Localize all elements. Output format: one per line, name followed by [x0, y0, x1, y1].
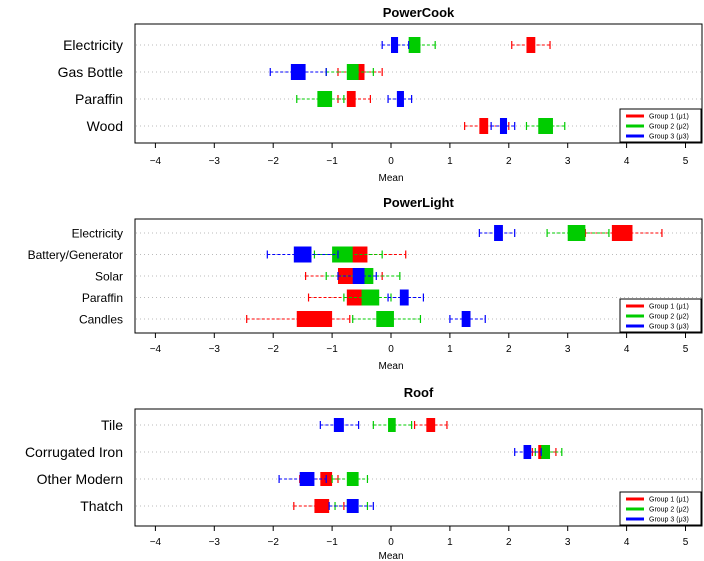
- chart0-box-g2: [346, 64, 359, 80]
- chart2-x-tick-label: 2: [506, 537, 512, 548]
- chart2-box-g2: [346, 472, 359, 486]
- chart1-category-label: Solar: [95, 269, 123, 283]
- chart0-title: PowerCook: [383, 5, 455, 20]
- chart0-box-g3: [499, 118, 508, 134]
- chart2-x-tick-label: 4: [624, 537, 630, 548]
- chart1-x-tick-label: 5: [683, 344, 689, 355]
- chart2-box-g3: [299, 472, 315, 486]
- chart1-x-tick-label: −1: [326, 344, 338, 355]
- chart0-x-tick-label: 5: [683, 156, 689, 167]
- chart2-category-label: Corrugated Iron: [25, 444, 123, 460]
- chart0-box-g1: [355, 64, 365, 80]
- chart2-plot-frame: [134, 408, 703, 527]
- chart2-box-g3: [333, 418, 344, 432]
- chart0-category-label: Gas Bottle: [58, 64, 124, 80]
- chart0-box-g2: [317, 91, 333, 107]
- chart1-legend-label-g1: Group 1 (μ1): [649, 304, 689, 311]
- chart2-box-g2: [388, 418, 396, 432]
- chart2-x-tick-label: −1: [326, 537, 338, 548]
- chart0-box-g3: [391, 37, 399, 53]
- chart0-x-tick-label: 3: [565, 156, 571, 167]
- chart0-category-label: Wood: [87, 118, 123, 134]
- chart2-x-tick-label: 5: [683, 537, 689, 548]
- chart0-x-axis-label: Mean: [378, 173, 403, 184]
- chart1-category-label: Candles: [79, 312, 123, 326]
- chart2-category-label: Tile: [101, 417, 123, 433]
- chart2-x-tick-label: −3: [209, 537, 221, 548]
- chart2-x-tick-label: 3: [565, 537, 571, 548]
- chart0-box-g1: [479, 118, 489, 134]
- chart0-x-tick-label: 1: [447, 156, 453, 167]
- chart0-legend-label-g2: Group 2 (μ2): [649, 124, 689, 131]
- chart2-legend-label-g1: Group 1 (μ1): [649, 497, 689, 504]
- chart1-box-g2: [567, 225, 586, 241]
- chart1-x-tick-label: −2: [267, 344, 279, 355]
- chart1-box-g3: [293, 246, 312, 263]
- chart1-box-g2: [332, 246, 353, 263]
- chart0-legend-label-g3: Group 3 (μ3): [649, 134, 689, 141]
- chart2-box-g2: [541, 445, 551, 459]
- chart0-x-tick-label: −2: [267, 156, 279, 167]
- chart2-x-tick-label: 1: [447, 537, 453, 548]
- chart1-title: PowerLight: [383, 195, 454, 210]
- chart1-category-label: Electricity: [72, 226, 123, 240]
- chart0-box-g1: [346, 91, 356, 107]
- chart0-category-label: Electricity: [63, 37, 123, 53]
- chart1-box-g3: [352, 268, 365, 284]
- chart1-x-tick-label: 4: [624, 344, 630, 355]
- chart0-x-tick-label: 4: [624, 156, 630, 167]
- chart0-x-tick-label: −3: [209, 156, 221, 167]
- chart1-box-g1: [349, 246, 368, 263]
- chart2-legend-label-g2: Group 2 (μ2): [649, 507, 689, 514]
- chart0-box-g1: [526, 37, 536, 53]
- chart1-box-g3: [494, 225, 503, 241]
- chart0-box-g3: [290, 64, 306, 80]
- chart2-box-g3: [523, 445, 532, 459]
- chart0-category-label: Paraffin: [75, 91, 123, 107]
- chart0-box-g3: [396, 91, 404, 107]
- chart1-category-label: Paraffin: [82, 291, 123, 305]
- chart1-x-tick-label: 3: [565, 344, 571, 355]
- chart0-legend-label-g1: Group 1 (μ1): [649, 114, 689, 121]
- chart1-x-tick-label: 1: [447, 344, 453, 355]
- chart1-box-g1: [611, 225, 633, 241]
- chart0-x-tick-label: −4: [150, 156, 162, 167]
- chart0-x-tick-label: −1: [326, 156, 338, 167]
- chart2-box-g1: [314, 499, 330, 513]
- chart0-x-tick-label: 0: [388, 156, 394, 167]
- chart2-box-g3: [346, 499, 359, 513]
- chart1-box-g1: [296, 311, 333, 327]
- chart1-box-g2: [361, 268, 374, 284]
- chart2-x-tick-label: −2: [267, 537, 279, 548]
- chart2-legend-label-g3: Group 3 (μ3): [649, 517, 689, 524]
- chart2-x-axis-label: Mean: [378, 551, 403, 561]
- chart1-box-g3: [461, 311, 471, 327]
- chart1-x-axis-label: Mean: [378, 361, 403, 372]
- chart2-x-tick-label: 0: [388, 537, 394, 548]
- chart0-box-g2: [538, 118, 553, 134]
- chart1-box-g3: [399, 289, 409, 306]
- chart1-x-tick-label: 2: [506, 344, 512, 355]
- chart2-title: Roof: [404, 385, 434, 400]
- chart0-x-tick-label: 2: [506, 156, 512, 167]
- chart2-category-label: Other Modern: [37, 471, 123, 487]
- chart1-box-g2: [376, 311, 394, 327]
- chart1-legend-label-g3: Group 3 (μ3): [649, 324, 689, 331]
- chart1-x-tick-label: −4: [150, 344, 162, 355]
- chart1-x-tick-label: 0: [388, 344, 394, 355]
- chart2-box-g1: [426, 418, 436, 432]
- chart1-legend-label-g2: Group 2 (μ2): [649, 314, 689, 321]
- chart2-category-label: Thatch: [80, 498, 123, 514]
- chart1-x-tick-label: −3: [209, 344, 221, 355]
- chart2-x-tick-label: −4: [150, 537, 162, 548]
- chart1-category-label: Battery/Generator: [28, 248, 123, 262]
- chart0-box-g2: [408, 37, 421, 53]
- chart1-box-g2: [361, 289, 380, 306]
